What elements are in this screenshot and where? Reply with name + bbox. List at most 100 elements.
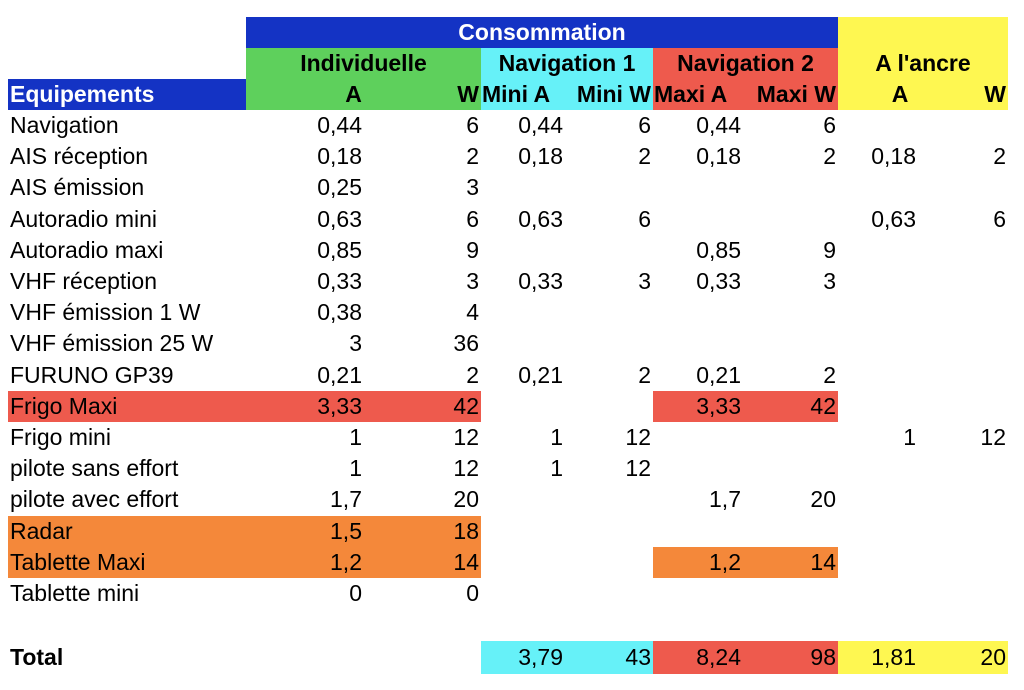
nav2-a-cell — [653, 422, 743, 453]
anc-w-cell — [918, 172, 1008, 203]
anc-a-cell — [838, 391, 918, 422]
ind-w-cell: 6 — [466, 205, 479, 232]
anc-a-cell: 0,18 — [871, 143, 916, 170]
anc-a-cell — [838, 360, 918, 391]
anc-w-cell — [918, 266, 1008, 297]
ind-a-cell: 3 — [349, 330, 362, 357]
anc-a-cell — [838, 516, 918, 547]
ind-a-cell: 1,5 — [330, 517, 362, 544]
nav1-w-cell: 2 — [638, 361, 651, 388]
nav2-w-cell: 20 — [810, 486, 836, 513]
nav1-a-header: Mini A — [482, 81, 551, 107]
anc-w-cell — [918, 484, 1008, 515]
nav1-a-cell — [481, 297, 565, 328]
ind-a-cell: 1,2 — [330, 548, 362, 575]
anc-w-cell — [918, 297, 1008, 328]
equipment-name-cell: Frigo Maxi — [10, 392, 118, 419]
equipment-name-cell: VHF émission 25 W — [10, 330, 214, 357]
total-anc-w: 20 — [980, 644, 1006, 670]
nav2-a-cell: 0,85 — [696, 236, 741, 263]
anc-a-cell — [838, 172, 918, 203]
equipment-name-cell: Autoradio maxi — [10, 236, 164, 263]
nav1-w-cell — [565, 172, 653, 203]
ind-a-cell: 0 — [349, 580, 362, 606]
row-highlight-nav2-bg — [653, 546, 838, 578]
equipment-name-cell: Navigation — [10, 112, 119, 138]
anc-w-cell — [918, 391, 1008, 422]
anc-w-cell: 12 — [980, 424, 1006, 450]
nav2-w-cell — [743, 204, 838, 235]
nav1-w-cell — [565, 297, 653, 328]
equipment-name-cell: pilote sans effort — [10, 455, 179, 482]
equipements-header-bg — [8, 79, 246, 110]
nav2-a-cell — [653, 516, 743, 547]
nav1-a-cell — [481, 328, 565, 359]
total-label: Total — [10, 644, 64, 670]
anc-a-cell — [838, 578, 918, 609]
anc-a-cell — [838, 328, 918, 359]
equipment-name-cell: pilote avec effort — [10, 486, 179, 513]
row-highlight-bg — [8, 390, 481, 422]
ind-w-cell: 3 — [466, 174, 479, 201]
ind-a-cell: 3,33 — [317, 392, 362, 419]
nav1-a-cell — [481, 578, 565, 609]
ind-w-cell: 12 — [453, 424, 479, 450]
nav2-w-cell — [743, 578, 838, 609]
ind-w-cell: 2 — [466, 143, 479, 170]
ind-w-cell: 9 — [466, 236, 479, 263]
ind-w-cell: 4 — [466, 299, 479, 326]
total-nav1-w: 43 — [625, 644, 651, 670]
anc-w-cell — [918, 453, 1008, 484]
ind-a-cell: 0,38 — [317, 299, 362, 326]
ind-w-cell: 42 — [453, 392, 479, 419]
nav1-w-cell — [565, 484, 653, 515]
anc-a-cell — [838, 547, 918, 578]
navigation2-header-bg — [653, 48, 838, 110]
nav2-a-cell: 0,21 — [696, 361, 741, 388]
nav1-w-cell — [565, 391, 653, 422]
total-anc-a: 1,81 — [871, 644, 916, 670]
nav1-a-cell: 1 — [550, 424, 563, 450]
nav1-w-cell: 3 — [638, 268, 651, 294]
anc-w-cell — [918, 328, 1008, 359]
ind-a-cell: 0,21 — [317, 361, 362, 388]
anc-w-cell — [918, 360, 1008, 391]
nav1-w-cell: 12 — [625, 424, 651, 450]
anc-w-cell — [918, 516, 1008, 547]
nav1-a-cell: 0,33 — [518, 268, 563, 294]
nav2-a-cell — [653, 204, 743, 235]
ind-w-cell: 18 — [453, 517, 479, 544]
ind-w-cell: 36 — [453, 330, 479, 357]
ind-a-cell: 1 — [349, 455, 362, 482]
navigation1-title: Navigation 1 — [498, 50, 636, 76]
ind-a-cell: 0,85 — [317, 236, 362, 263]
nav1-w-cell: 2 — [638, 143, 651, 170]
nav2-a-cell: 0,18 — [696, 143, 741, 170]
anc-a-cell: 0,63 — [871, 205, 916, 232]
anc-a-header: A — [891, 81, 909, 107]
nav2-a-cell: 1,2 — [709, 548, 741, 575]
anc-w-cell: 2 — [993, 143, 1006, 170]
nav2-w-cell — [743, 328, 838, 359]
nav1-w-header: Mini W — [576, 81, 651, 107]
nav2-a-cell: 0,44 — [696, 112, 741, 138]
nav2-w-cell — [743, 422, 838, 453]
equipment-name-cell: Tablette mini — [10, 580, 140, 606]
ind-a-cell: 0,25 — [317, 174, 362, 201]
equipment-name-cell: Autoradio mini — [10, 205, 158, 232]
ind-w-cell: 14 — [453, 548, 479, 575]
ind-w-header: W — [457, 81, 479, 107]
ancre-title: A l'ancre — [875, 50, 971, 76]
nav2-w-cell: 2 — [823, 143, 836, 170]
nav2-w-cell — [743, 516, 838, 547]
nav2-w-cell: 2 — [823, 361, 836, 388]
anc-a-cell — [838, 484, 918, 515]
anc-a-cell — [838, 235, 918, 266]
nav2-a-header: Maxi A — [654, 81, 728, 107]
nav1-a-cell — [481, 391, 565, 422]
nav1-a-cell — [481, 547, 565, 578]
total-nav2-w: 98 — [810, 644, 836, 670]
nav2-a-cell: 1,7 — [709, 486, 741, 513]
equipment-name-cell: Radar — [10, 517, 73, 544]
total-nav1-bg — [481, 641, 653, 674]
